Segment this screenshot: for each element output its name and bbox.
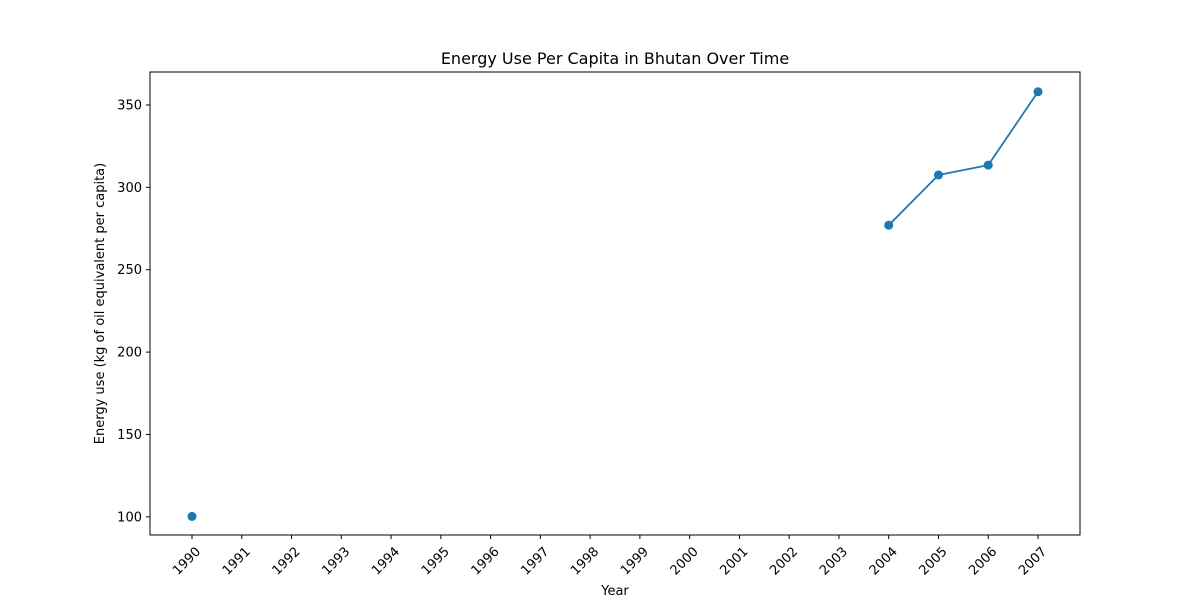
series-line xyxy=(888,91,1039,226)
data-point xyxy=(983,160,993,170)
y-tick-label: 250 xyxy=(117,263,142,278)
y-tick-label: 150 xyxy=(117,428,142,443)
plot-frame xyxy=(149,71,1081,536)
y-tick-label: 100 xyxy=(117,510,142,525)
data-point xyxy=(1033,87,1043,97)
y-tick-label: 350 xyxy=(117,98,142,113)
data-point xyxy=(933,170,943,180)
y-axis-label: Energy use (kg of oil equivalent per cap… xyxy=(93,163,108,444)
chart-title: Energy Use Per Capita in Bhutan Over Tim… xyxy=(441,49,789,68)
y-tick-label: 200 xyxy=(117,346,142,361)
x-axis-label: Year xyxy=(600,584,629,599)
y-tick-label: 300 xyxy=(117,181,142,196)
data-point xyxy=(187,511,197,521)
data-point xyxy=(884,220,894,230)
